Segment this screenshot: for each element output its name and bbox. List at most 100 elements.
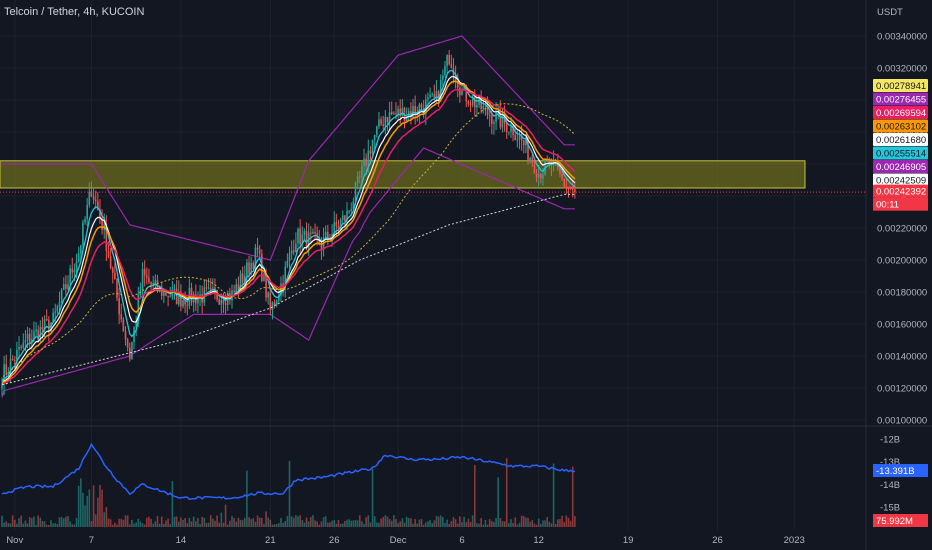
volume-bar: [148, 516, 150, 527]
volume-bar: [361, 521, 363, 527]
candle-body: [522, 140, 525, 146]
candle-body: [520, 135, 523, 141]
candle-body: [114, 272, 116, 280]
candle-body: [407, 110, 410, 116]
candle-body: [427, 97, 429, 100]
volume-bar: [339, 523, 342, 527]
candle-body: [348, 210, 350, 212]
candle-body: [99, 209, 101, 219]
candle-body: [205, 287, 208, 289]
candle-body: [533, 163, 536, 174]
volume-bar: [520, 515, 523, 527]
volume-bar: [486, 524, 489, 527]
volume-bar: [50, 520, 52, 527]
candle-body: [437, 91, 440, 102]
moving-averages: [1, 69, 576, 386]
candle-body: [386, 117, 389, 123]
candle-body: [337, 226, 340, 228]
volume-bar: [73, 524, 76, 527]
candle-body: [527, 138, 529, 161]
candle-body: [163, 290, 165, 296]
candle-body: [246, 262, 248, 277]
price-label-tag: [873, 106, 928, 119]
candle-body: [263, 273, 265, 281]
volume-bar: [169, 524, 172, 527]
volume-bar: [465, 522, 468, 527]
bollinger-lower: [1, 147, 575, 398]
candle-body: [20, 346, 22, 348]
volume-bar: [1, 515, 3, 527]
volume-bar: [109, 519, 112, 527]
candle-body: [154, 280, 157, 284]
volume-bar: [309, 516, 312, 527]
candle-body: [544, 159, 546, 175]
volume-bar: [124, 515, 127, 527]
candle-body: [539, 173, 542, 179]
candle-body: [288, 253, 291, 261]
candle-body: [67, 283, 69, 289]
price-label-text: 0.00242392: [876, 187, 926, 198]
volume-bar: [563, 522, 566, 527]
volume-value-text: 75.992M: [876, 516, 913, 527]
volume-bar: [497, 477, 500, 527]
price-labels: 0.00278941 0.00276455 0.00269594 0.00263102…: [873, 79, 928, 211]
candle-body: [384, 117, 387, 127]
volume-bar: [412, 523, 414, 527]
volume-bar: [69, 521, 71, 527]
volume-bar: [263, 524, 265, 527]
candle-body: [535, 173, 538, 178]
volume-bar: [369, 522, 372, 527]
candle-body: [446, 55, 448, 66]
volume-bar: [137, 518, 140, 527]
volume-bar: [94, 514, 97, 527]
volume-bar: [3, 522, 5, 527]
volume-bar: [56, 523, 59, 527]
time-axis[interactable]: Nov 7 14 21 26 Dec 6 12 19 26 2023: [6, 535, 804, 546]
candle-body: [350, 209, 353, 211]
candle-body: [271, 302, 274, 310]
volume-bar: [495, 517, 497, 527]
candle-body: [514, 135, 517, 141]
candle-body: [341, 215, 344, 221]
time-tick-label: Dec: [390, 535, 407, 546]
volume-bar: [101, 489, 103, 527]
candle-body: [491, 115, 493, 124]
candle-body: [243, 276, 246, 283]
volume-bar: [554, 523, 557, 527]
volume-bar: [282, 522, 284, 527]
volume-bar: [473, 464, 476, 527]
candle-body: [126, 339, 129, 348]
volume-bar: [448, 524, 451, 527]
time-tick-label: 7: [89, 535, 94, 546]
time-tick-label: 21: [265, 535, 276, 546]
candle-body: [7, 371, 10, 374]
volume-bar: [501, 521, 504, 527]
candle-body: [324, 231, 327, 238]
candle-body: [435, 91, 438, 98]
volume-bar: [52, 523, 54, 527]
candle-body: [16, 349, 18, 361]
volume-bar: [376, 522, 378, 527]
candle-body: [461, 89, 463, 96]
candle-body: [465, 85, 468, 102]
volume-bar: [201, 516, 203, 527]
candle-body: [258, 249, 261, 254]
volume-bar: [58, 517, 61, 527]
candle-body: [128, 347, 131, 360]
volume-bar: [499, 517, 502, 527]
ma-yellow-dotted-line: [1, 103, 576, 385]
volume-bar: [205, 523, 208, 527]
volume-bar: [20, 515, 22, 527]
volume-bar: [539, 524, 542, 527]
volume-bar: [484, 520, 487, 527]
candle-body: [476, 104, 478, 108]
volume-bar: [84, 505, 86, 527]
volume-bar: [126, 515, 129, 527]
volume-bar: [429, 519, 431, 527]
volume-bar: [82, 492, 84, 527]
volume-bar: [154, 521, 157, 527]
volume-bar: [531, 520, 534, 527]
candle-body: [173, 288, 176, 290]
volume-bar: [79, 478, 82, 527]
